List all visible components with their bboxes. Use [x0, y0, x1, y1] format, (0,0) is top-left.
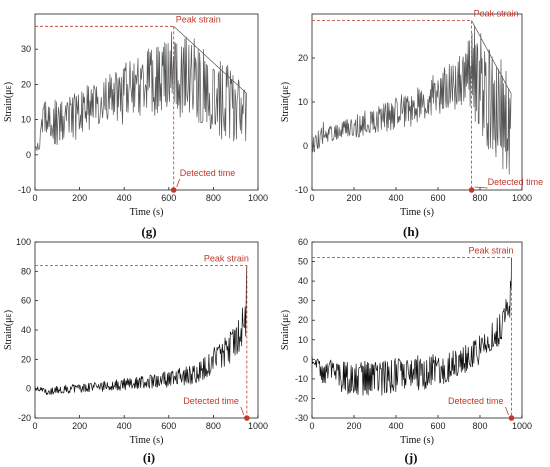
plot-frame	[311, 13, 523, 191]
detected-time-arrow	[505, 406, 509, 416]
x-tick-label: 800	[206, 193, 221, 203]
x-tick-label: 800	[206, 421, 221, 431]
x-axis-label: Time (s)	[400, 435, 434, 446]
y-tick-label: 10	[21, 115, 31, 125]
x-tick-label: 200	[72, 421, 87, 431]
y-tick-label: 40	[298, 276, 308, 286]
y-tick-label: 50	[298, 257, 308, 267]
y-tick-label: 20	[21, 354, 31, 364]
panel-caption-i: (i)	[143, 450, 155, 465]
y-axis-label: Strain(με)	[3, 82, 14, 122]
strain-series-line	[34, 265, 248, 395]
y-tick-label: 0	[303, 141, 308, 151]
x-tick-label: 400	[388, 421, 403, 431]
peak-strain-label: Peak strain	[204, 253, 249, 263]
y-tick-label: 10	[298, 97, 308, 107]
y-tick-label: 0	[303, 354, 308, 364]
x-tick-label: 400	[388, 193, 403, 203]
x-tick-label: 400	[117, 421, 132, 431]
plot-frame	[311, 241, 523, 419]
y-tick-label: 30	[21, 44, 31, 54]
y-tick-label: -10	[18, 185, 31, 195]
detected-time-label: Detected time	[180, 168, 236, 178]
y-axis-label: Strain(με)	[280, 82, 291, 122]
y-tick-label: 20	[298, 53, 308, 63]
strain-series-line	[311, 257, 512, 396]
panel-caption-h: (h)	[403, 224, 419, 239]
panel-caption-j: (j)	[405, 450, 418, 465]
x-tick-label: 1000	[512, 421, 532, 431]
x-tick-label: 600	[161, 193, 176, 203]
strain-series-line	[311, 20, 512, 175]
y-tick-label: 10	[298, 335, 308, 345]
x-tick-label: 200	[72, 193, 87, 203]
x-tick-label: 0	[32, 193, 37, 203]
y-tick-label: 0	[26, 384, 31, 394]
detected-time-arrow	[240, 406, 245, 416]
x-tick-label: 200	[346, 421, 361, 431]
x-tick-label: 400	[117, 193, 132, 203]
y-tick-label: 0	[26, 150, 31, 160]
detected-time-arrow	[474, 186, 488, 189]
x-tick-label: 0	[32, 421, 37, 431]
y-tick-label: 30	[298, 296, 308, 306]
y-tick-label: 20	[21, 79, 31, 89]
x-tick-label: 800	[472, 193, 487, 203]
chart-panel-j: 0 200 400 600 800 1000 -30 -20 -10 0 10 20 30 40 50 60 T…	[280, 237, 532, 446]
y-axis-label: Strain(με)	[3, 310, 14, 350]
detected-time-marker	[468, 187, 475, 193]
x-tick-label: 0	[309, 193, 314, 203]
y-tick-label: 40	[21, 325, 31, 335]
strain-series-line	[34, 26, 247, 153]
x-tick-label: 800	[472, 421, 487, 431]
y-tick-label: -10	[295, 185, 308, 195]
y-tick-label: 100	[16, 237, 31, 247]
x-tick-label: 1000	[248, 421, 268, 431]
peak-strain-label: Peak strain	[176, 14, 221, 24]
detected-time-arrow	[176, 178, 181, 188]
x-tick-label: 600	[430, 421, 445, 431]
x-tick-label: 600	[161, 421, 176, 431]
y-tick-label: 80	[21, 266, 31, 276]
y-tick-label: -10	[295, 374, 308, 384]
x-axis-label: Time (s)	[130, 435, 164, 446]
detected-time-label: Detected time	[488, 177, 544, 187]
y-tick-label: -30	[295, 413, 308, 423]
x-tick-label: 200	[346, 193, 361, 203]
x-axis-label: Time (s)	[130, 207, 164, 218]
x-tick-label: 1000	[248, 193, 268, 203]
x-tick-label: 600	[430, 193, 445, 203]
y-tick-label: -20	[295, 393, 308, 403]
y-axis-label: Strain(με)	[280, 310, 291, 350]
plot-frame	[34, 13, 259, 191]
plot-frame	[34, 241, 259, 419]
detected-time-label: Detected time	[183, 396, 239, 406]
y-tick-label: -20	[18, 413, 31, 423]
peak-strain-label: Peak strain	[474, 9, 519, 19]
panel-caption-g: (g)	[141, 224, 156, 239]
x-tick-label: 1000	[512, 193, 532, 203]
detected-time-label: Detected time	[448, 396, 504, 406]
detected-time-marker	[508, 415, 515, 421]
y-tick-label: 20	[298, 315, 308, 325]
detected-time-marker	[244, 415, 250, 421]
peak-strain-label: Peak strain	[468, 246, 513, 256]
x-axis-label: Time (s)	[400, 207, 434, 218]
y-tick-label: 60	[21, 296, 31, 306]
y-tick-label: 60	[298, 237, 308, 247]
detected-time-marker	[170, 187, 177, 193]
x-tick-label: 0	[309, 421, 314, 431]
